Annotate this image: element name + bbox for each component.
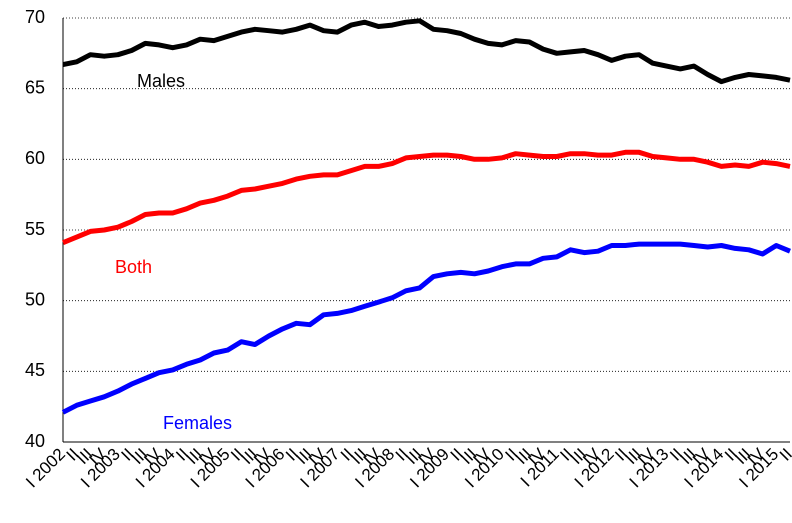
series-label: Females (163, 413, 232, 433)
y-tick-label: 70 (25, 7, 45, 27)
y-tick-label: 65 (25, 77, 45, 97)
y-tick-label: 50 (25, 289, 45, 309)
y-tick-label: 40 (25, 431, 45, 451)
series-line (61, 241, 791, 415)
series-label: Both (115, 257, 152, 277)
y-tick-label: 55 (25, 219, 45, 239)
series-line (62, 149, 791, 246)
series-label: Males (137, 71, 185, 91)
y-tick-label: 45 (25, 360, 45, 380)
series-line (62, 18, 791, 85)
y-tick-label: 60 (25, 148, 45, 168)
